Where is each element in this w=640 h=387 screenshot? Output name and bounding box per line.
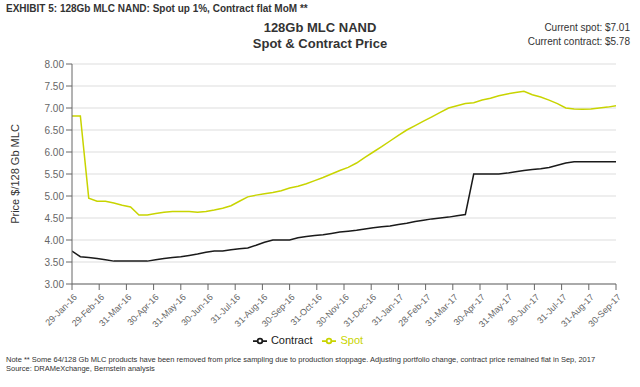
svg-text:31-Dec-16: 31-Dec-16 <box>341 292 379 329</box>
svg-text:30-Apr-17: 30-Apr-17 <box>451 292 488 328</box>
html-text:Contract: Contract <box>270 334 313 346</box>
html-text:Spot: Spot <box>340 334 364 346</box>
html-text:128Gb MLC NAND: 128Gb MLC NAND <box>263 20 377 35</box>
svg-text:3.00: 3.00 <box>45 279 65 290</box>
svg-text:6.50: 6.50 <box>45 125 65 136</box>
svg-text:7.50: 7.50 <box>45 81 65 92</box>
svg-text:30-Jun-16: 30-Jun-16 <box>179 292 215 328</box>
svg-text:29-Jan-16: 29-Jan-16 <box>43 292 80 328</box>
svg-text:31-Aug-17: 31-Aug-17 <box>559 292 596 329</box>
svg-text:29-Feb-16: 29-Feb-16 <box>69 292 107 329</box>
html-text:Source: DRAMeXchange, Bernstei: Source: DRAMeXchange, Bernstein analysis <box>6 364 155 373</box>
html-text:Current contract: $5.78: Current contract: $5.78 <box>527 36 630 47</box>
svg-text:7.00: 7.00 <box>45 103 65 114</box>
svg-text:31-Jul-16: 31-Jul-16 <box>208 292 243 326</box>
svg-text:30-Sep-17: 30-Sep-17 <box>586 292 623 329</box>
svg-text:31-Mar-16: 31-Mar-16 <box>97 292 134 329</box>
html-text:Note ** Some 64/128 Gb MLC pro: Note ** Some 64/128 Gb MLC products have… <box>6 355 596 364</box>
svg-text:31-May-17: 31-May-17 <box>476 292 515 330</box>
svg-text:30-Apr-16: 30-Apr-16 <box>125 292 161 328</box>
svg-text:31-Aug-16: 31-Aug-16 <box>232 292 270 329</box>
svg-text:3.50: 3.50 <box>45 257 65 268</box>
svg-text:31-Jul-17: 31-Jul-17 <box>535 292 569 326</box>
svg-text:5.50: 5.50 <box>45 169 65 180</box>
svg-text:5.00: 5.00 <box>45 191 65 202</box>
svg-text:30-Jun-17: 30-Jun-17 <box>506 292 542 328</box>
svg-text:8.00: 8.00 <box>45 59 65 70</box>
svg-text:30-Sep-16: 30-Sep-16 <box>259 292 297 329</box>
svg-text:4.50: 4.50 <box>45 213 65 224</box>
html-text:EXHIBIT 5: 128Gb MLC NAND: Spo: EXHIBIT 5: 128Gb MLC NAND: Spot up 1%, C… <box>6 3 308 14</box>
svg-text:31-Mar-17: 31-Mar-17 <box>423 292 460 329</box>
svg-text:31-May-16: 31-May-16 <box>150 292 188 330</box>
svg-text:Price $/128 Gb MLC: Price $/128 Gb MLC <box>9 124 21 224</box>
svg-text:31-Jan-17: 31-Jan-17 <box>369 292 406 328</box>
svg-text:4.00: 4.00 <box>45 235 65 246</box>
html-text:Spot & Contract Price: Spot & Contract Price <box>252 36 388 51</box>
svg-text:28-Feb-17: 28-Feb-17 <box>396 292 433 329</box>
svg-text:31-Oct-16: 31-Oct-16 <box>288 292 324 328</box>
svg-text:6.00: 6.00 <box>45 147 65 158</box>
html-text:Current spot: $7.01: Current spot: $7.01 <box>544 22 630 33</box>
svg-text:30-Nov-16: 30-Nov-16 <box>314 292 352 329</box>
